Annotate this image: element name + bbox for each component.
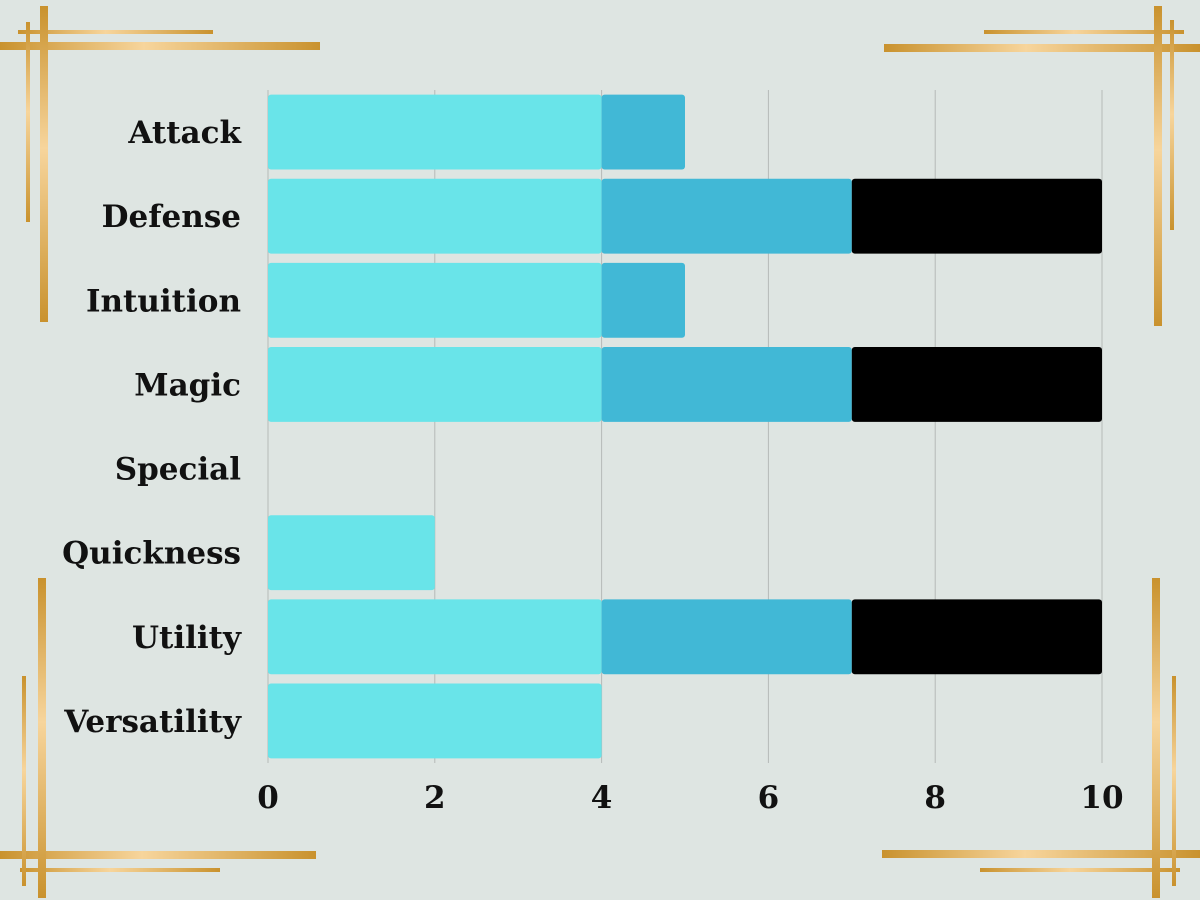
decorative-corner-frame-top-left (0, 6, 320, 322)
bar-defense-segment-3 (851, 178, 1102, 254)
category-label-utility: Utility (132, 620, 242, 656)
category-label-attack: Attack (127, 115, 242, 151)
category-labels: Attack Defense Intuition Magic Special Quickn… (62, 115, 242, 740)
bar-defense-segment-1 (268, 178, 602, 254)
x-tick-label-5: 10 (1080, 780, 1123, 816)
x-tick-label-2: 4 (591, 780, 613, 816)
decorative-corner-frame-bottom-left (0, 578, 316, 898)
bar-magic-segment-3 (851, 347, 1102, 422)
bar-magic-segment-2 (601, 347, 852, 422)
category-label-quickness: Quickness (62, 536, 241, 572)
category-label-intuition: Intuition (86, 283, 241, 319)
bar-intuition-segment-1 (268, 262, 602, 338)
bar-utility-segment-1 (268, 599, 602, 675)
bar-attack-segment-1 (268, 94, 602, 170)
x-tick-label-1: 2 (424, 780, 446, 816)
bar-utility-segment-3 (851, 599, 1102, 675)
bar-attack-segment-2 (601, 94, 685, 170)
category-label-special: Special (115, 452, 241, 488)
bar-magic-segment-1 (268, 347, 602, 422)
bar-quickness-segment-1 (268, 515, 435, 591)
category-label-defense: Defense (102, 199, 241, 235)
x-tick-label-3: 6 (758, 780, 780, 816)
x-axis-tick-labels: 0 2 4 6 8 10 (257, 780, 1123, 816)
category-label-magic: Magic (134, 367, 241, 403)
x-tick-label-0: 0 (257, 780, 279, 816)
bar-utility-segment-2 (601, 599, 852, 675)
bar-defense-segment-2 (601, 178, 852, 254)
category-label-versatility: Versatility (63, 704, 242, 740)
bar-versatility-segment-1 (268, 683, 602, 759)
x-tick-label-4: 8 (924, 780, 946, 816)
decorative-corner-frame-top-right (884, 6, 1200, 326)
bar-intuition-segment-2 (601, 262, 685, 338)
decorative-corner-frame-bottom-right (882, 578, 1200, 898)
bars (268, 94, 1102, 759)
